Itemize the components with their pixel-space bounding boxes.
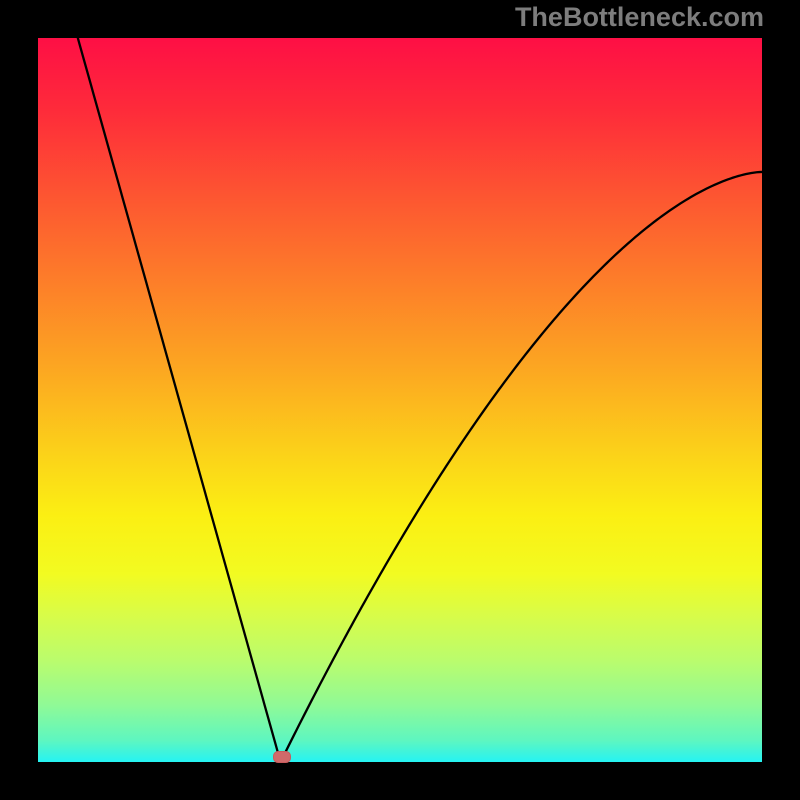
vertex-marker	[273, 751, 291, 763]
chart-frame: TheBottleneck.com	[0, 0, 800, 800]
bottleneck-curve	[38, 38, 762, 762]
plot-area	[38, 38, 762, 762]
curve-path	[78, 38, 762, 762]
watermark-text: TheBottleneck.com	[515, 2, 764, 33]
